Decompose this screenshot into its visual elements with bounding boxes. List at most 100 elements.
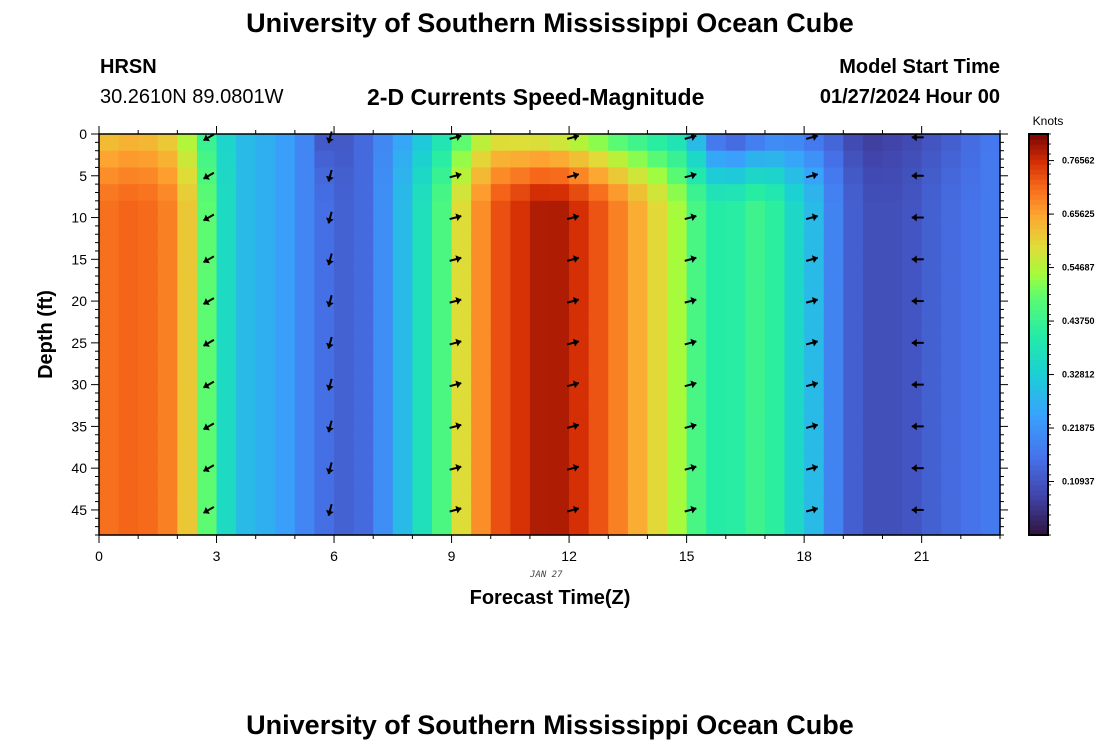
heatmap-cell bbox=[549, 234, 570, 252]
current-vector-arrow bbox=[805, 213, 819, 222]
heatmap-cell bbox=[745, 384, 766, 402]
y-tick-label: 45 bbox=[71, 502, 87, 518]
x-tick-label: 15 bbox=[679, 548, 695, 564]
heatmap-cell bbox=[823, 150, 844, 169]
heatmap-cell bbox=[412, 518, 433, 536]
heatmap-cell bbox=[157, 384, 178, 402]
heatmap-cell bbox=[902, 234, 923, 252]
heatmap-cell bbox=[706, 200, 727, 219]
heatmap-cell bbox=[118, 367, 139, 386]
current-vector-arrow bbox=[449, 296, 462, 305]
heatmap-cell bbox=[725, 468, 746, 486]
heatmap-cell bbox=[255, 434, 276, 453]
heatmap-cell bbox=[314, 284, 335, 302]
heatmap-cell bbox=[745, 184, 766, 202]
heatmap-cell bbox=[980, 301, 1001, 319]
heatmap-cell bbox=[725, 150, 746, 169]
heatmap-cell bbox=[510, 518, 531, 536]
heatmap-cell bbox=[902, 384, 923, 402]
heatmap-cell bbox=[216, 134, 237, 152]
heatmap-cell bbox=[490, 484, 511, 503]
heatmap-cell bbox=[471, 401, 492, 419]
heatmap-cell bbox=[431, 184, 453, 202]
heatmap-cell bbox=[647, 284, 668, 302]
heatmap-cell bbox=[138, 418, 159, 436]
heatmap-cell bbox=[960, 317, 982, 336]
heatmap-cell bbox=[451, 167, 472, 185]
heatmap-cell bbox=[549, 150, 570, 169]
heatmap-cell bbox=[412, 234, 433, 252]
heatmap-cell bbox=[373, 167, 394, 185]
heatmap-cell bbox=[588, 401, 609, 419]
heatmap-cell bbox=[549, 367, 570, 386]
heatmap-cell bbox=[784, 351, 805, 369]
heatmap-cell bbox=[196, 518, 218, 536]
current-vector-arrow bbox=[566, 213, 580, 222]
heatmap-cell bbox=[314, 434, 335, 453]
heatmap-cell bbox=[921, 501, 942, 519]
heatmap-cell bbox=[314, 518, 335, 536]
heatmap-cell bbox=[804, 234, 825, 252]
heatmap-cell bbox=[745, 200, 766, 219]
current-vector-arrow bbox=[911, 338, 924, 347]
heatmap-cell bbox=[725, 351, 746, 369]
heatmap-cell bbox=[706, 434, 727, 453]
heatmap-cell bbox=[431, 217, 453, 235]
current-vector-arrow bbox=[911, 297, 924, 306]
y-tick-label: 20 bbox=[71, 293, 87, 309]
heatmap-cell bbox=[392, 167, 413, 185]
heatmap-cell bbox=[804, 217, 825, 235]
heatmap-cell bbox=[627, 317, 649, 336]
heatmap-cell bbox=[980, 367, 1001, 386]
heatmap-cell bbox=[667, 234, 688, 252]
heatmap-cell bbox=[471, 200, 492, 219]
heatmap-cell bbox=[138, 200, 159, 219]
heatmap-cell bbox=[843, 351, 864, 369]
heatmap-cell bbox=[334, 267, 355, 285]
heatmap-cell bbox=[373, 518, 394, 536]
heatmap-cell bbox=[569, 384, 590, 402]
heatmap-cell bbox=[216, 401, 237, 419]
heatmap-cell bbox=[921, 351, 942, 369]
heatmap-cell bbox=[549, 334, 570, 352]
heatmap-cell bbox=[216, 150, 237, 169]
heatmap-cell bbox=[764, 317, 786, 336]
heatmap-cell bbox=[745, 468, 766, 486]
heatmap-cell bbox=[980, 484, 1001, 503]
heatmap-cell bbox=[138, 284, 159, 302]
current-vector-arrow bbox=[449, 213, 462, 222]
heatmap-cell bbox=[647, 518, 668, 536]
heatmap-cell bbox=[216, 518, 237, 536]
heatmap-cell bbox=[921, 217, 942, 235]
heatmap-cell bbox=[921, 484, 942, 503]
heatmap-cell bbox=[177, 234, 198, 252]
heatmap-cell bbox=[882, 401, 903, 419]
heatmap-cell bbox=[157, 351, 178, 369]
heatmap-cells bbox=[99, 134, 1001, 536]
heatmap-cell bbox=[862, 418, 884, 436]
heatmap-cell bbox=[608, 200, 629, 219]
heatmap-cell bbox=[686, 484, 707, 503]
heatmap-cell bbox=[99, 451, 120, 469]
heatmap-cell bbox=[236, 351, 257, 369]
heatmap-cell bbox=[647, 200, 668, 219]
heatmap-cell bbox=[980, 317, 1001, 336]
heatmap-cell bbox=[804, 317, 825, 336]
heatmap-cell bbox=[764, 434, 786, 453]
heatmap-cell bbox=[314, 367, 335, 386]
heatmap-cell bbox=[177, 451, 198, 469]
heatmap-cell bbox=[627, 418, 649, 436]
heatmap-cell bbox=[216, 384, 237, 402]
heatmap-cell bbox=[706, 217, 727, 235]
heatmap-cell bbox=[275, 267, 296, 285]
heatmap-cell bbox=[373, 317, 394, 336]
heatmap-cell bbox=[667, 150, 688, 169]
heatmap-cell bbox=[99, 367, 120, 386]
heatmap-cell bbox=[608, 418, 629, 436]
heatmap-cell bbox=[490, 167, 511, 185]
heatmap-cell bbox=[471, 367, 492, 386]
heatmap-cell bbox=[862, 334, 884, 352]
heatmap-cell bbox=[980, 351, 1001, 369]
heatmap-cell bbox=[647, 384, 668, 402]
heatmap-cell bbox=[216, 351, 237, 369]
